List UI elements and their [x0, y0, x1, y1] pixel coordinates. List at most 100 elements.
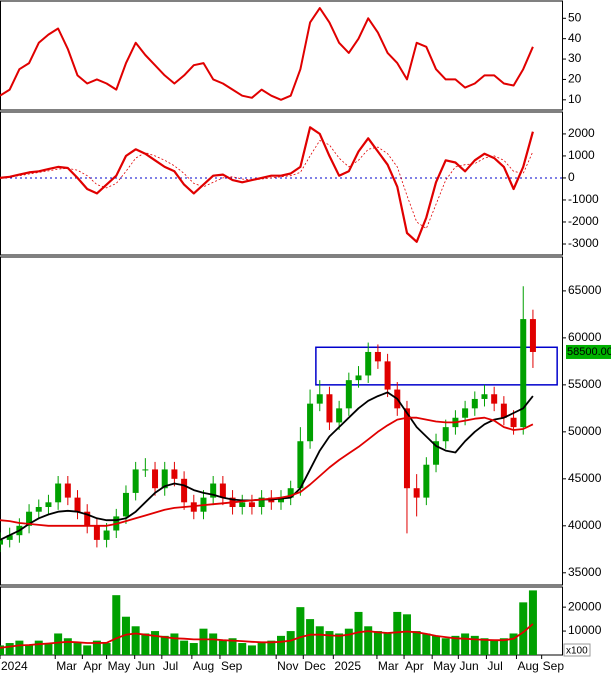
y-tick-label: -1000 [568, 192, 599, 206]
candle-body [403, 408, 410, 489]
volume-bar [83, 645, 92, 655]
y-tick-label: 1000 [568, 148, 595, 162]
y-tick-label: 30 [568, 51, 582, 65]
candle-body [258, 497, 265, 508]
candle-body [336, 408, 343, 423]
x-tick-label: 2024 [1, 659, 28, 673]
candle-body [307, 403, 314, 442]
volume-bar [199, 628, 208, 655]
indicator-line [0, 7, 534, 101]
x-tick-label: Sep [221, 659, 243, 673]
candle-body [161, 469, 168, 489]
candle-body [190, 502, 197, 512]
candle-body [442, 427, 449, 442]
volume-bar [528, 590, 537, 655]
candle-body [413, 488, 420, 498]
volume-bar [432, 635, 441, 655]
volume-bar [480, 638, 489, 655]
y-tick-label: 45000 [568, 471, 602, 485]
indicator-line [0, 140, 534, 229]
volume-bar [315, 626, 324, 655]
candle-body [152, 469, 159, 489]
volume-bar [383, 633, 392, 655]
volume-bar [34, 640, 43, 655]
candle-body [210, 483, 217, 498]
indicator-line [0, 126, 534, 243]
volume-bar [63, 638, 72, 655]
volume-bar [499, 638, 508, 655]
volume-bar [364, 626, 373, 655]
volume-average [0, 623, 534, 649]
candle-body [142, 469, 149, 471]
volume-bar [170, 633, 179, 655]
candle-body [345, 380, 352, 409]
volume-bar [141, 633, 150, 655]
moving-average [0, 391, 534, 541]
candle-body [35, 507, 42, 512]
volume-bar [209, 633, 218, 655]
unit-label: x100 [566, 646, 588, 657]
candle-body [326, 394, 333, 423]
candle-body [26, 511, 33, 526]
volume-bar [180, 640, 189, 655]
candle-body [248, 502, 255, 508]
x-tick-label: Jul [163, 659, 178, 673]
volume-bar [25, 645, 34, 655]
y-tick-label: 2000 [568, 126, 595, 140]
volume-bar [228, 638, 237, 655]
volume-bar [451, 635, 460, 655]
candle-body [491, 394, 498, 404]
volume-bar [92, 640, 101, 655]
candle-body [529, 319, 536, 352]
volume-bar [325, 631, 334, 655]
x-tick-label: Jun [459, 659, 478, 673]
volume-bar [160, 635, 169, 655]
candle-body [278, 497, 284, 503]
candle-body [74, 497, 81, 512]
candle-body [510, 417, 517, 428]
x-tick-label: Sep [543, 659, 565, 673]
y-tick-label: 50 [568, 10, 582, 24]
volume-bar [73, 643, 82, 655]
x-tick-label: Apr [83, 659, 102, 673]
volume-bar [422, 633, 431, 655]
candle-body [316, 394, 323, 404]
moving-average [0, 416, 534, 527]
x-tick-label: Mar [378, 659, 399, 673]
panel-frame [0, 0, 563, 111]
candle-body [500, 403, 507, 418]
volume-bar [0, 645, 4, 655]
x-tick-label: Jun [136, 659, 155, 673]
candle-body [93, 525, 100, 540]
volume-bar [412, 631, 421, 655]
candle-body [181, 478, 188, 503]
x-tick-label: Dec [304, 659, 325, 673]
x-tick-label: May [433, 659, 456, 673]
volume-bar [102, 643, 111, 655]
y-tick-label: 20 [568, 72, 582, 86]
y-tick-label: 40000 [568, 518, 602, 532]
y-tick-label: 65000 [568, 283, 602, 297]
y-tick-label: -2000 [568, 214, 599, 228]
volume-bar [257, 643, 266, 655]
volume-bar [5, 643, 14, 655]
candle-body [122, 492, 129, 517]
panel-frame [0, 111, 563, 256]
volume-bar [490, 640, 499, 655]
candle-body [287, 488, 294, 498]
candle-body [297, 441, 304, 489]
x-tick-label: 2025 [334, 659, 361, 673]
x-tick-label: Jul [487, 659, 502, 673]
candle-body [6, 535, 13, 540]
y-tick-label: 55000 [568, 377, 602, 391]
volume-bar [461, 633, 470, 655]
candle-body [423, 464, 430, 498]
volume-bar [44, 643, 53, 655]
volume-bar [247, 645, 256, 655]
candle-body [171, 469, 178, 479]
candle-body [520, 319, 527, 428]
x-tick-label: Aug [517, 659, 538, 673]
candle-body [0, 539, 3, 545]
volume-bar [354, 611, 363, 655]
volume-bar [393, 611, 402, 655]
